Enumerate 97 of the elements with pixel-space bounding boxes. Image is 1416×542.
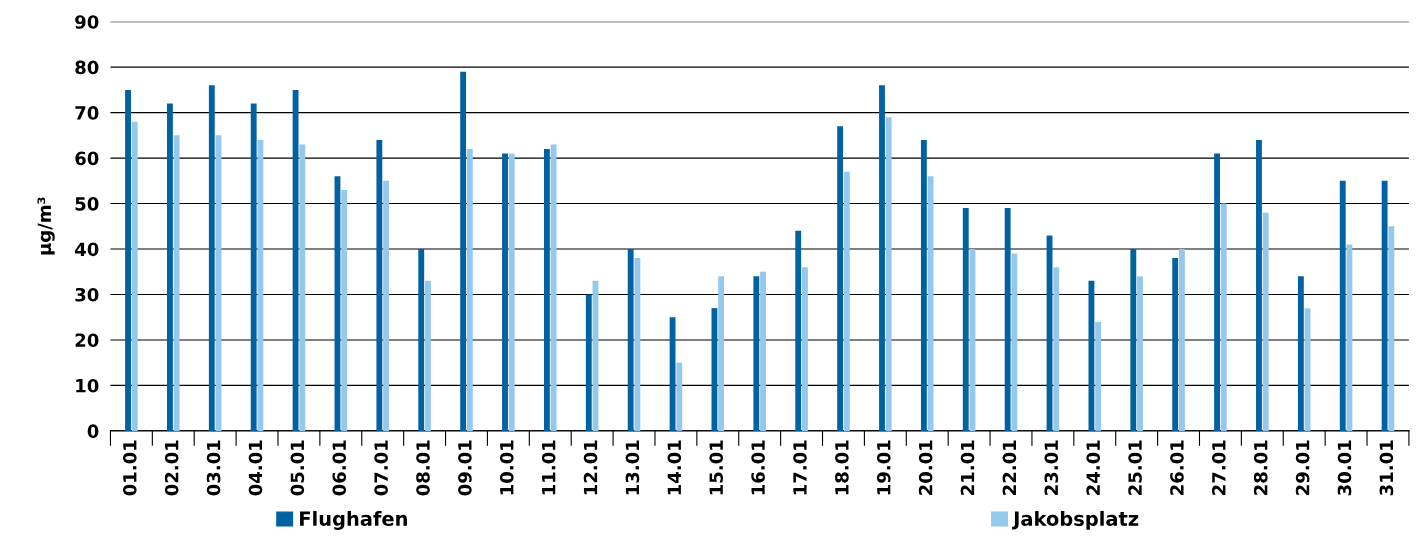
x-tick-label: 13.01 [625, 440, 640, 495]
bar [801, 267, 808, 431]
bar [550, 144, 557, 431]
bar [502, 153, 508, 431]
bar [1053, 267, 1060, 431]
x-tick-label: 07.01 [374, 440, 388, 496]
bar [634, 258, 641, 431]
bar [676, 362, 683, 431]
x-tick-label: 25.01 [1128, 440, 1142, 495]
bar [760, 271, 766, 431]
x-tick-label: 21.01 [960, 440, 975, 495]
bar [460, 71, 467, 431]
bar [753, 276, 760, 431]
y-tick-label: 70 [75, 106, 99, 120]
bar [627, 249, 634, 431]
bar [879, 85, 885, 431]
x-tick-label: 24.01 [1086, 440, 1101, 495]
x-tick-label: 05.01 [290, 440, 305, 496]
bar [1339, 180, 1346, 431]
bar [383, 180, 389, 431]
x-tick-label: 14.01 [667, 440, 682, 495]
x-tick-label: 19.01 [876, 440, 891, 495]
bar [125, 89, 131, 431]
bar [1004, 208, 1011, 431]
bar [250, 103, 257, 431]
x-tick-label: 20.01 [918, 440, 933, 495]
bar [1178, 249, 1185, 431]
bar [1172, 258, 1179, 431]
bar [1130, 249, 1137, 431]
bar [962, 208, 969, 431]
x-tick-label: 10.01 [499, 440, 514, 495]
y-tick-label: 20 [75, 333, 99, 348]
x-tick-label: 04.01 [248, 440, 263, 496]
x-tick-label: 15.01 [709, 440, 724, 495]
bar [718, 276, 725, 431]
y-tick-label: 40 [75, 242, 99, 257]
bar [1262, 212, 1269, 431]
bar [795, 230, 802, 431]
x-tick-label: 02.01 [164, 440, 179, 496]
bar [341, 189, 348, 431]
y-tick-label: 30 [75, 287, 99, 302]
bar [1388, 226, 1395, 431]
bar [1095, 321, 1102, 431]
bar [299, 144, 306, 431]
x-tick-label: 31.01 [1379, 440, 1394, 496]
x-tick-label: 30.01 [1337, 440, 1352, 496]
y-tick-label: 10 [76, 378, 99, 393]
x-tick-label: 09.01 [458, 440, 472, 496]
bar [208, 85, 215, 431]
bar [543, 148, 550, 431]
y-tick-label: 60 [75, 151, 99, 166]
bar [1214, 153, 1221, 431]
x-tick-label: 12.01 [583, 440, 598, 495]
x-tick-label: 29.01 [1295, 440, 1310, 495]
x-tick-label: 01.01 [122, 440, 137, 496]
bar [1137, 276, 1143, 431]
x-tick-label: 27.01 [1212, 440, 1226, 495]
bar [376, 139, 383, 431]
bar [425, 280, 431, 431]
bar [585, 294, 592, 431]
x-tick-label: 03.01 [206, 440, 221, 496]
bar [1381, 180, 1388, 431]
bar [1011, 253, 1018, 431]
bar [837, 126, 844, 431]
bar [1088, 280, 1095, 431]
bar [1256, 139, 1262, 431]
x-tick-label: 16.01 [751, 440, 765, 495]
y-tick-label: 90 [75, 15, 99, 29]
x-tick-label: 17.01 [793, 440, 807, 495]
bar [1297, 276, 1304, 431]
bar [292, 89, 299, 431]
x-tick-label: 06.01 [332, 440, 347, 496]
bar [508, 153, 515, 431]
bar [466, 148, 473, 431]
bar [173, 135, 180, 431]
bar [418, 249, 425, 431]
x-tick-label: 23.01 [1044, 440, 1059, 495]
bar [885, 117, 892, 431]
y-axis-title: µg/m³ [37, 197, 55, 255]
bar [927, 176, 934, 431]
x-tick-label: 22.01 [1002, 440, 1017, 495]
x-tick-label: 11.01 [541, 440, 556, 495]
x-tick-label: 18.01 [835, 440, 849, 495]
bar [920, 139, 927, 431]
bar [843, 171, 850, 431]
y-tick-label: 80 [75, 60, 99, 75]
y-tick-label: 0 [87, 424, 99, 439]
bar [1220, 203, 1227, 431]
bar [166, 103, 173, 431]
legend-label: Jakobsplatz [1012, 510, 1139, 530]
x-tick-label: 26.01 [1170, 440, 1184, 495]
legend-label: Flughafen [300, 510, 407, 530]
bar [131, 121, 138, 431]
x-tick-label: 28.01 [1253, 440, 1268, 495]
bar [257, 139, 264, 431]
y-tick-label: 50 [75, 197, 99, 211]
x-tick-label: 08.01 [416, 440, 430, 496]
